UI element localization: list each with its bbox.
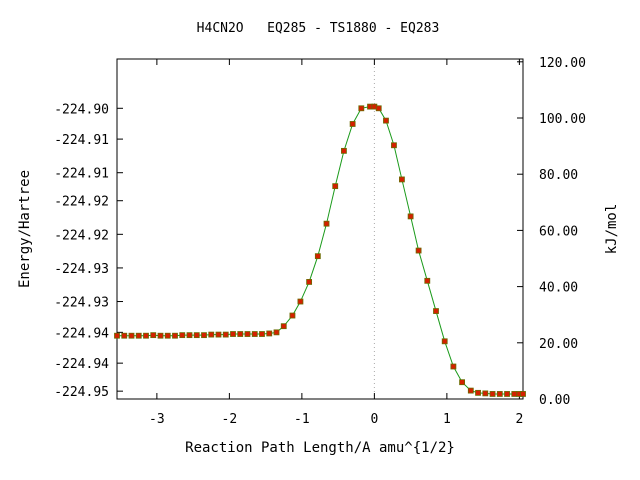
data-point <box>193 332 200 339</box>
x-tick-label: 1 <box>443 412 451 427</box>
y2-axis-ticks: 0.00 20.00 40.00 60.00 80.00 100.00 120.00 <box>517 56 586 408</box>
data-point <box>150 332 157 339</box>
data-point <box>399 176 405 183</box>
data-point <box>186 332 193 339</box>
data-point <box>297 298 304 305</box>
chart-title: H4CN2O EQ285 - TS1880 - EQ283 <box>197 21 440 36</box>
data-point <box>323 220 330 227</box>
data-point <box>244 331 251 337</box>
data-point <box>482 390 489 397</box>
y-tick-label: -224.92 <box>54 228 109 243</box>
data-point <box>201 332 207 339</box>
y-axis-ticks: -224.95 -224.94 -224.94 -224.93 -224.93 -224.… <box>54 102 123 400</box>
y-tick-label: -224.90 <box>54 102 109 117</box>
data-point <box>341 147 347 154</box>
data-point <box>157 332 164 339</box>
data-point <box>230 331 236 337</box>
x-tick-label: -1 <box>294 412 310 427</box>
data-point <box>179 332 186 339</box>
data-point <box>441 338 448 345</box>
y-axis-label: Energy/Hartree <box>17 170 33 288</box>
data-point <box>314 253 321 260</box>
data-point <box>450 363 457 370</box>
y-tick-label: -224.94 <box>54 357 109 372</box>
data-point <box>164 332 171 339</box>
data-point <box>266 330 273 337</box>
y2-tick-label: 120.00 <box>539 56 586 71</box>
data-point-markers <box>114 103 526 397</box>
x-tick-label: -3 <box>149 412 165 427</box>
data-point <box>114 332 120 339</box>
x-axis-ticks: -3 -2 -1 0 1 2 <box>149 59 523 427</box>
data-point <box>128 332 135 339</box>
data-point <box>121 332 128 339</box>
y-tick-label: -224.93 <box>54 262 109 277</box>
y2-tick-label: 20.00 <box>539 337 578 352</box>
y-tick-label: -224.94 <box>54 326 109 341</box>
y-tick-label: -224.91 <box>54 133 109 148</box>
plot-frame <box>116 58 524 400</box>
y-tick-label: -224.93 <box>54 296 109 311</box>
data-point <box>215 331 222 338</box>
data-point <box>222 331 229 338</box>
data-point <box>475 389 481 396</box>
y-tick-label: -224.91 <box>54 167 109 182</box>
data-point <box>135 332 142 339</box>
data-point <box>520 391 526 397</box>
data-point <box>467 387 474 394</box>
y-tick-label: -224.92 <box>54 195 109 210</box>
data-point <box>172 332 178 339</box>
data-point <box>358 105 365 112</box>
data-point <box>433 308 439 314</box>
data-point <box>208 331 215 338</box>
data-point <box>143 332 149 339</box>
data-point <box>306 279 313 285</box>
y2-tick-label: 60.00 <box>539 224 578 239</box>
data-point <box>459 379 466 386</box>
data-point <box>349 121 356 127</box>
data-point <box>504 391 510 397</box>
energy-profile-line <box>117 106 523 395</box>
data-point <box>259 331 265 337</box>
data-point <box>424 277 431 284</box>
data-point <box>280 323 287 330</box>
y2-axis-label: kJ/mol <box>604 204 620 255</box>
x-tick-label: 2 <box>515 412 523 427</box>
y2-tick-label: 80.00 <box>539 168 578 183</box>
data-point <box>375 105 382 112</box>
data-point <box>237 331 244 337</box>
data-point <box>251 331 258 337</box>
y2-tick-label: 0.00 <box>539 393 570 408</box>
y-tick-label: -224.95 <box>54 385 109 400</box>
data-point <box>496 391 503 397</box>
data-point <box>289 312 296 319</box>
data-point <box>407 213 414 220</box>
x-axis-label: Reaction Path Length/A amu^{1/2} <box>185 440 455 456</box>
data-point <box>511 391 518 397</box>
data-point <box>489 391 496 397</box>
data-point <box>391 142 397 149</box>
data-point <box>273 329 280 336</box>
data-point <box>415 247 422 254</box>
y2-tick-label: 100.00 <box>539 112 586 127</box>
data-point <box>383 117 389 124</box>
x-tick-label: 0 <box>370 412 378 427</box>
y2-tick-label: 40.00 <box>539 281 578 296</box>
x-tick-label: -2 <box>222 412 238 427</box>
data-point <box>332 183 339 190</box>
